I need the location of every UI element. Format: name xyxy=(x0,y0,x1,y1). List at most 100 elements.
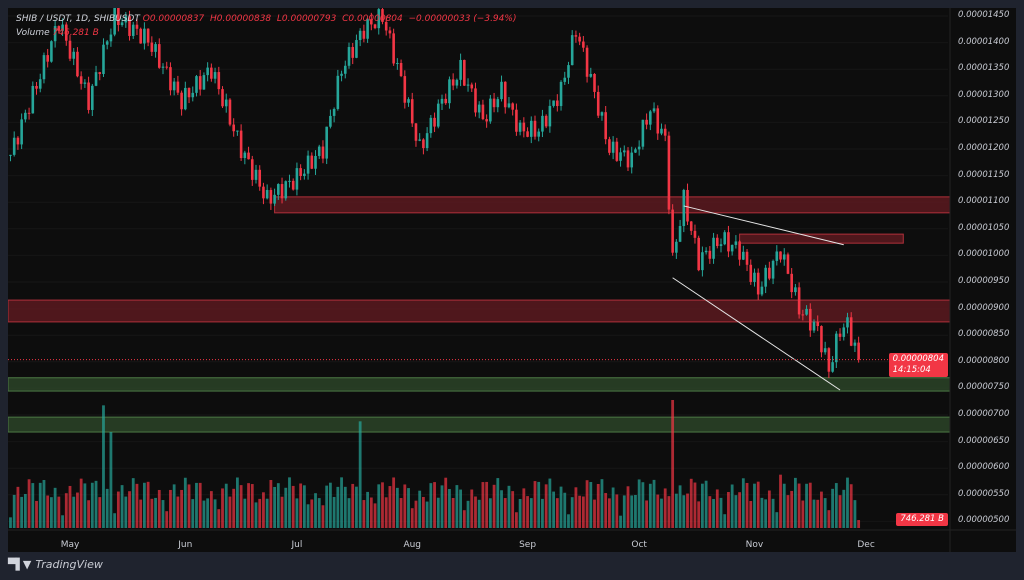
volume-label[interactable]: Volume xyxy=(16,28,50,38)
volume-bar xyxy=(46,495,50,528)
candle xyxy=(745,251,749,265)
candle xyxy=(563,77,567,82)
volume-bar xyxy=(247,483,250,528)
candle xyxy=(117,8,120,26)
candle xyxy=(105,41,109,45)
candle xyxy=(574,35,578,37)
volume-bar xyxy=(355,486,358,528)
volume-bar xyxy=(187,484,191,528)
volume-bar xyxy=(161,500,165,528)
candle xyxy=(701,252,704,271)
price-chart[interactable] xyxy=(8,8,1016,552)
volume-bar xyxy=(38,482,42,528)
volume-bar xyxy=(842,489,846,528)
volume-bar xyxy=(626,486,630,528)
volume-bar xyxy=(302,485,306,528)
candle xyxy=(340,73,343,76)
volume-bar xyxy=(503,498,507,528)
volume-bar xyxy=(715,489,719,528)
candle xyxy=(671,209,674,253)
candle xyxy=(448,79,451,104)
chart-area[interactable]: SHIB / USDT, 1D, SHIBUSDT O0.00000837 H0… xyxy=(8,8,1016,552)
volume-bar xyxy=(172,484,176,528)
candle xyxy=(358,30,362,41)
volume-bar xyxy=(157,489,161,528)
volume-bar xyxy=(652,479,656,528)
price-tick-label: 0.00000850 xyxy=(958,329,1010,340)
candle xyxy=(507,103,511,108)
volume-bar xyxy=(154,497,157,528)
volume-bar xyxy=(756,481,760,528)
candle xyxy=(373,24,377,29)
volume-bar xyxy=(262,492,265,528)
volume-bar xyxy=(87,500,90,528)
candle xyxy=(343,65,347,74)
volume-bar xyxy=(701,483,704,528)
volume-bar xyxy=(347,498,351,528)
price-tick-label: 0.00001100 xyxy=(958,196,1010,207)
candle xyxy=(567,65,570,78)
candle xyxy=(481,104,485,120)
candle xyxy=(820,326,823,353)
candle xyxy=(552,100,555,106)
volume-bar xyxy=(351,483,355,528)
volume-bar xyxy=(35,500,38,528)
candle xyxy=(697,237,700,271)
volume-bar xyxy=(838,495,842,528)
volume-bar xyxy=(221,488,224,528)
volume-bar xyxy=(727,492,730,528)
volume-bar xyxy=(42,480,46,528)
high-value: 0.00000838 xyxy=(216,14,272,24)
candle xyxy=(846,317,849,328)
candle xyxy=(299,168,302,177)
volume-bar xyxy=(462,510,466,528)
volume-bar xyxy=(749,501,753,528)
candle xyxy=(660,128,663,134)
candle xyxy=(224,99,228,107)
volume-bar xyxy=(831,488,834,528)
candle xyxy=(771,260,775,279)
symbol-label[interactable]: SHIB / USDT, 1D, SHIBUSDT xyxy=(16,14,140,24)
volume-bar xyxy=(470,489,474,528)
tradingview-logo[interactable]: ▀▌▼ TradingView xyxy=(8,558,103,571)
candle xyxy=(46,55,49,62)
volume-bar xyxy=(124,496,128,528)
volume-bar xyxy=(418,490,422,528)
candle xyxy=(135,24,139,29)
candle xyxy=(723,232,727,245)
candle xyxy=(68,40,72,59)
volume-bar xyxy=(64,493,68,528)
volume-bar xyxy=(116,491,120,528)
candle xyxy=(801,314,805,316)
current-price: 0.00000804 xyxy=(892,353,944,364)
volume-bar xyxy=(180,489,183,528)
volume-bar xyxy=(422,496,425,528)
candle xyxy=(474,88,477,113)
volume-bar xyxy=(276,483,280,528)
volume-bar xyxy=(674,493,678,528)
volume-bar xyxy=(693,482,697,528)
volume-bar xyxy=(488,498,492,528)
price-tick-label: 0.00000700 xyxy=(958,409,1010,419)
candle xyxy=(734,241,738,245)
volume-bar xyxy=(522,488,526,528)
volume-bar xyxy=(410,508,414,528)
volume-bar xyxy=(816,499,820,528)
candle xyxy=(786,254,790,274)
volume-bar xyxy=(23,493,27,528)
candle xyxy=(396,63,399,65)
candle xyxy=(31,85,35,114)
volume-bar xyxy=(805,483,808,528)
volume-bar xyxy=(686,493,689,528)
volume-bar xyxy=(139,499,143,528)
candle xyxy=(704,250,708,253)
volume-bar xyxy=(90,482,94,528)
candle xyxy=(113,8,116,35)
candle xyxy=(79,76,83,84)
time-tick-label: May xyxy=(60,540,80,550)
volume-bar xyxy=(340,477,343,528)
candle xyxy=(719,244,723,246)
candle xyxy=(392,33,395,64)
candle xyxy=(764,267,767,287)
volume-value: 746.281 B xyxy=(52,28,99,38)
